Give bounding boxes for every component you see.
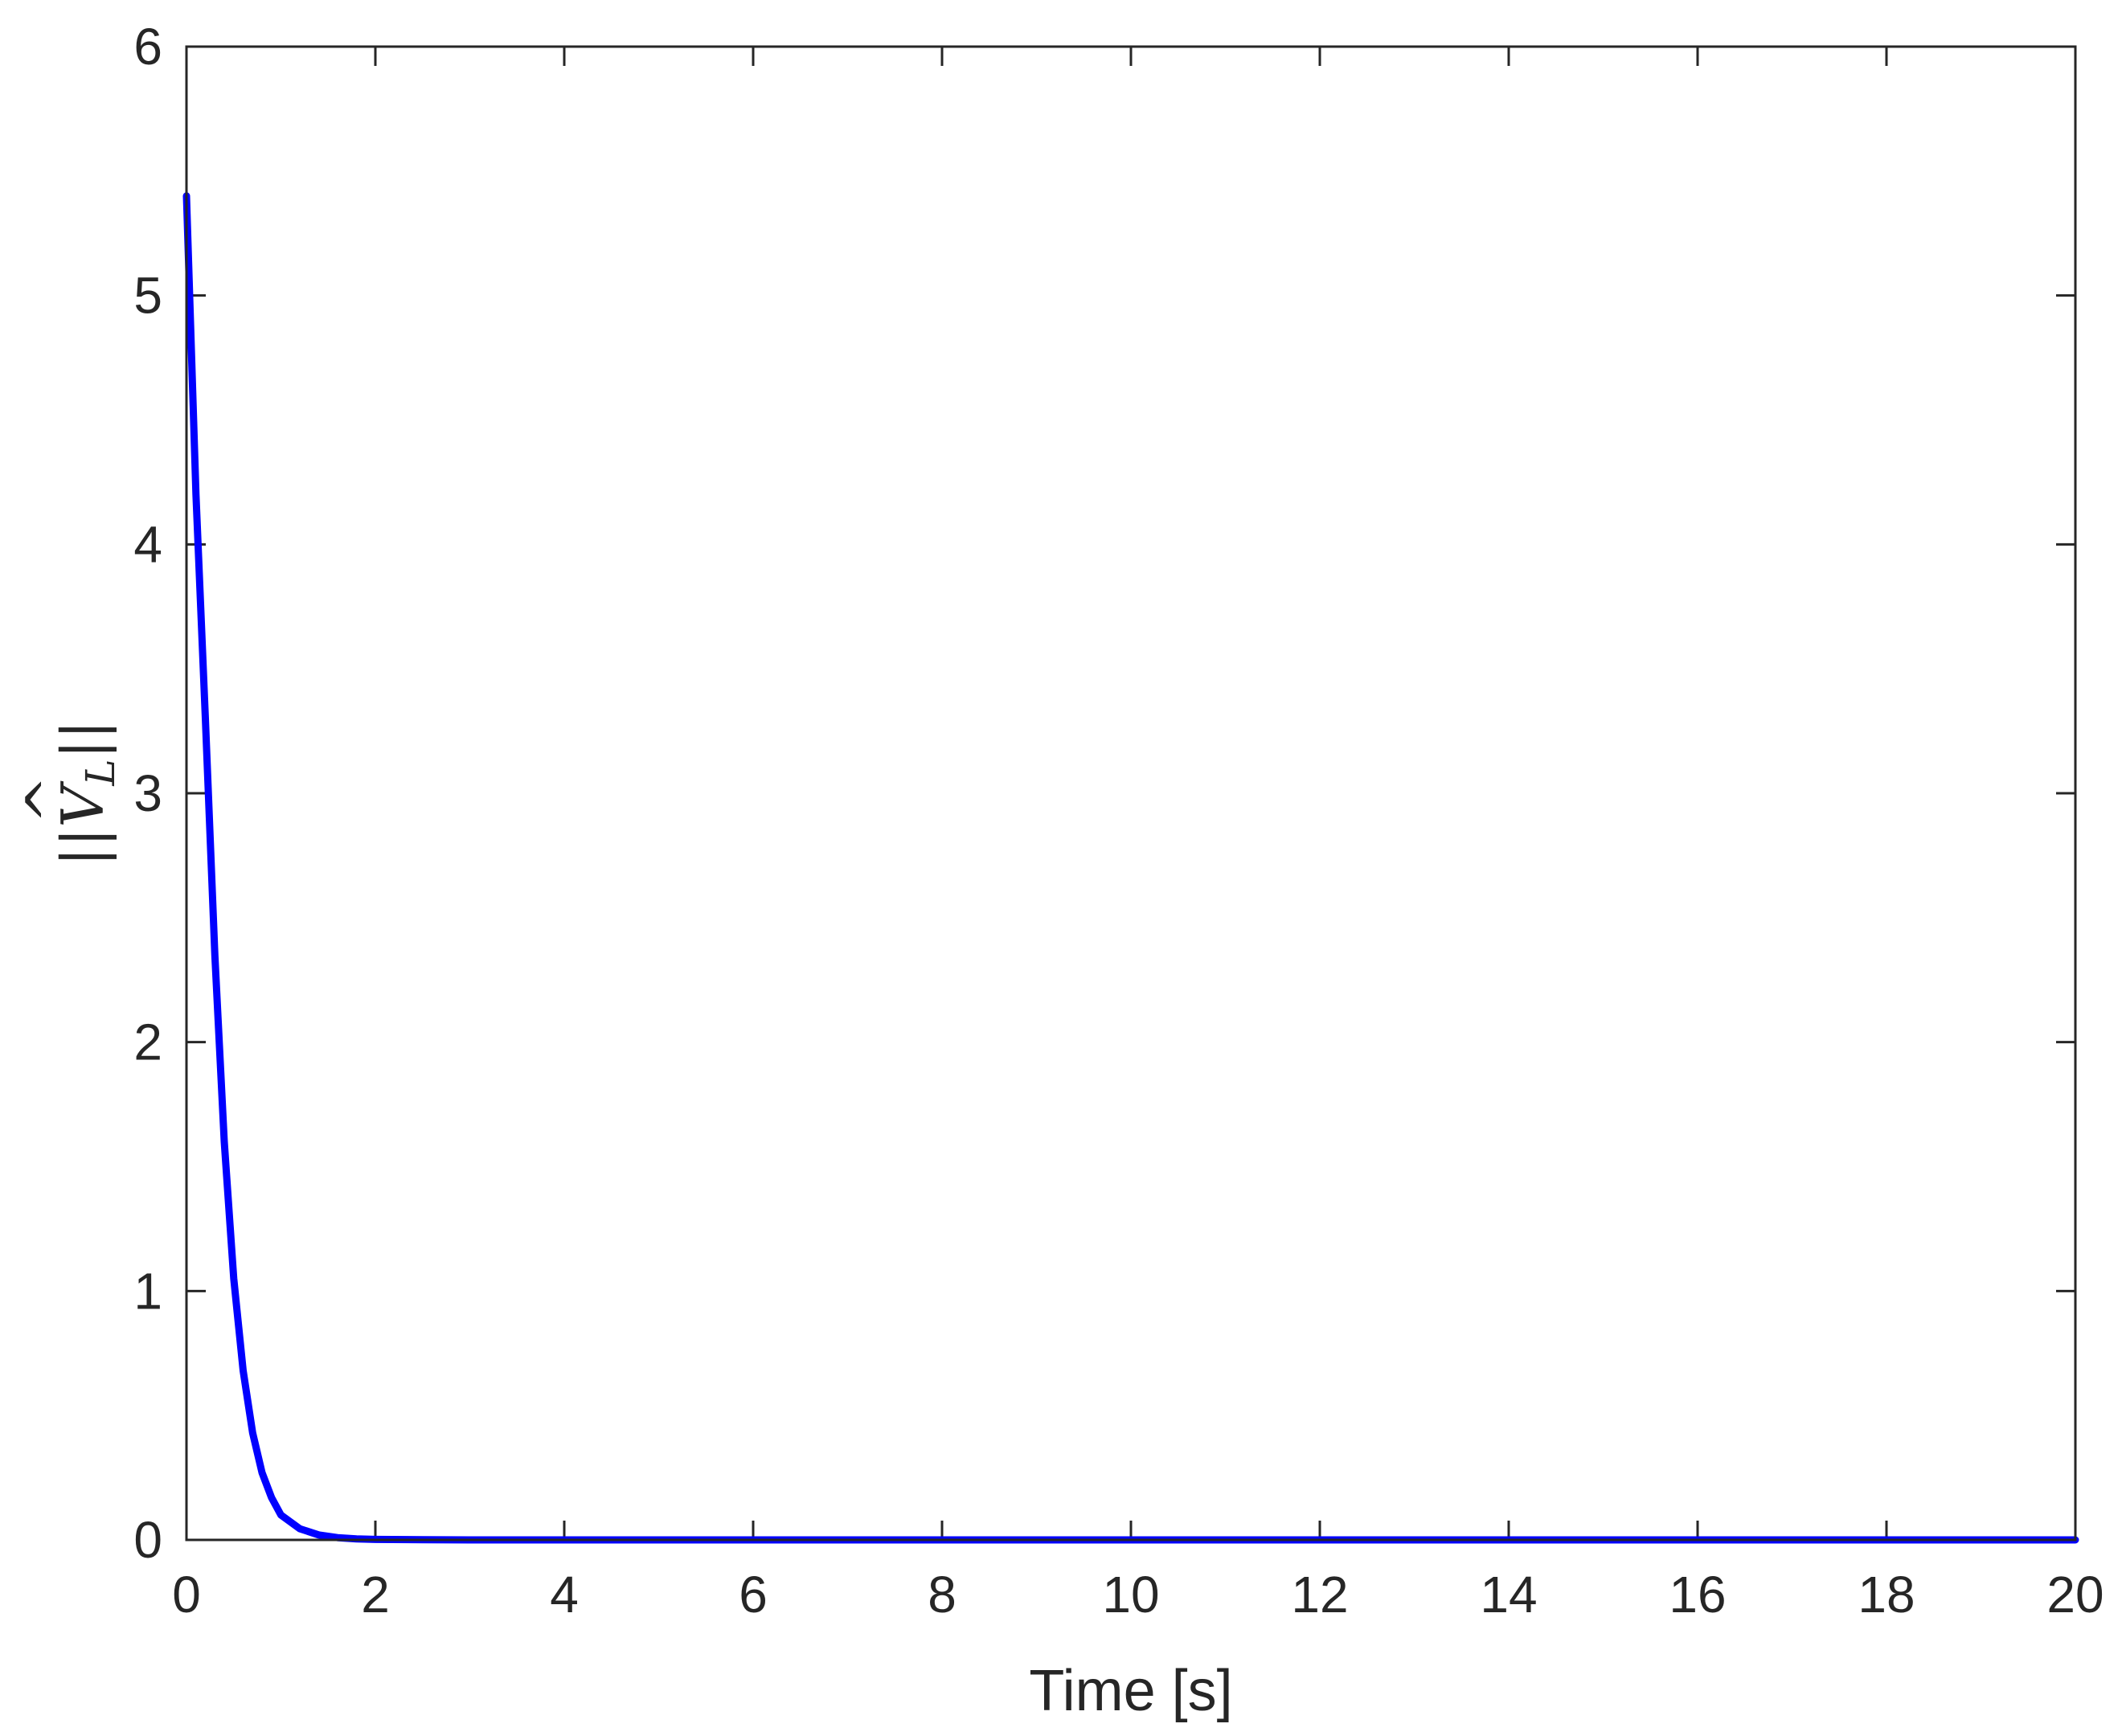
y-axis-label-subscript: L	[77, 759, 124, 786]
y-axis-label-bars-left: ||	[49, 828, 117, 867]
y-tick-label: 1	[133, 1262, 162, 1320]
x-tick-label: 16	[1669, 1566, 1726, 1623]
y-tick-label: 6	[133, 18, 162, 76]
x-tick-label: 4	[550, 1566, 579, 1623]
y-axis-label: ||VL|| ^	[14, 720, 124, 866]
x-ticks: 0 2 4 6 8 10 12 14 16 18 20	[172, 47, 2104, 1623]
x-tick-label: 12	[1291, 1566, 1348, 1623]
svg-text:||VL||: ||VL||	[49, 720, 124, 866]
x-tick-label: 20	[2046, 1566, 2104, 1623]
y-tick-label: 5	[133, 267, 162, 325]
y-ticks: 0 1 2 3 4 5 6	[133, 18, 2075, 1569]
x-tick-label: 10	[1102, 1566, 1159, 1623]
x-tick-label: 18	[1858, 1566, 1915, 1623]
y-tick-label: 2	[133, 1013, 162, 1071]
x-tick-label: 8	[928, 1566, 957, 1623]
y-tick-label: 4	[133, 515, 162, 573]
y-tick-label: 0	[133, 1511, 162, 1569]
x-tick-label: 14	[1480, 1566, 1537, 1623]
x-tick-label: 2	[361, 1566, 390, 1623]
y-axis-label-symbol: V	[49, 780, 117, 828]
y-axis-label-hat: ^	[14, 776, 81, 824]
x-axis-label: Time [s]	[1029, 1659, 1232, 1723]
x-tick-label: 0	[172, 1566, 201, 1623]
y-tick-label: 3	[133, 764, 162, 822]
plot-frame	[185, 45, 2077, 1542]
y-axis-label-bars-right: ||	[49, 720, 117, 760]
x-tick-label: 6	[739, 1566, 768, 1623]
plot-background	[186, 47, 2075, 1540]
